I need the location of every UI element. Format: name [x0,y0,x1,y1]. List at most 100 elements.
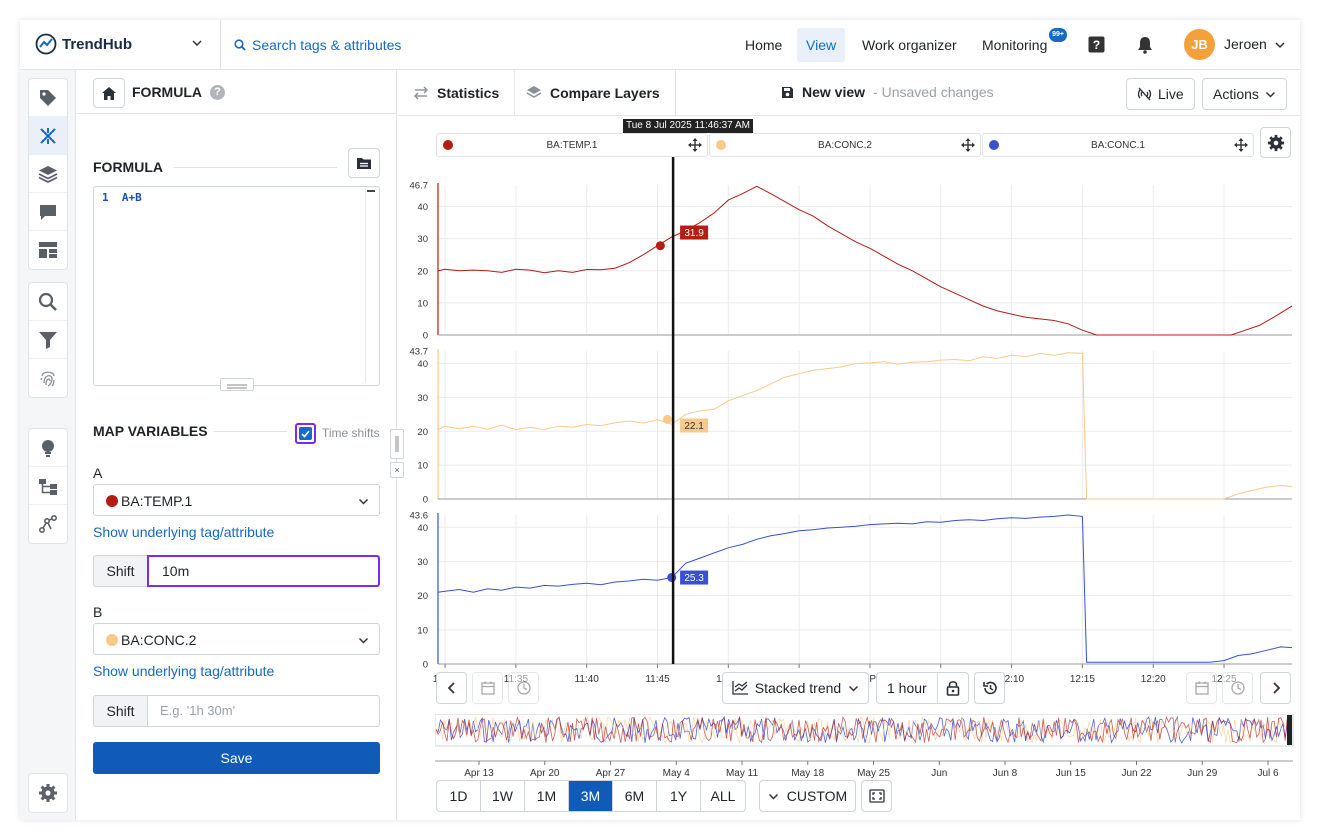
overview-tick-label: Jun 15 [1056,768,1086,779]
cursor-value-flag [680,225,709,240]
y-tick-label: 30 [417,393,428,404]
variable-a-link[interactable]: Show underlying tag/attribute [93,524,275,540]
monitoring-badge: 99+ [1049,28,1067,42]
range-1y[interactable]: 1Y [657,781,701,811]
compare-layers-tab[interactable]: Compare Layers [511,70,676,116]
formula-text: A+B [121,191,142,204]
view-name[interactable]: New view [802,84,866,100]
end-time-button[interactable] [1222,672,1253,704]
statistics-tab[interactable]: Statistics [398,70,516,116]
home-button[interactable] [93,78,125,108]
start-time-button[interactable] [508,672,539,704]
overview-tick-label: Jun 8 [993,768,1018,779]
end-date-button[interactable] [1186,672,1217,704]
start-date-button[interactable] [472,672,503,704]
move-icon[interactable] [961,138,975,152]
panel-collapse-handle[interactable] [390,429,404,459]
range-1m[interactable]: 1M [525,781,569,811]
avatar[interactable]: JB [1184,29,1215,60]
legend-item-conc1[interactable]: BA:CONC.1 [982,133,1254,157]
logo[interactable]: TrendHub [35,33,132,55]
legend-item-temp1[interactable]: BA:TEMP.1 [436,133,708,157]
series-color-dot [106,634,118,646]
range-1w[interactable]: 1W [481,781,525,811]
variable-b-link[interactable]: Show underlying tag/attribute [93,663,275,679]
nav-monitoring[interactable]: Monitoring [982,37,1048,53]
rail-insights[interactable] [29,429,67,467]
divider [174,167,337,168]
icon-rail [20,70,76,820]
timeline-overview[interactable]: Apr 13 Apr 20 Apr 27 May 4 May 11 May 18 May 2… [435,714,1295,782]
rail-tags[interactable] [29,79,67,117]
rail-formula[interactable] [29,117,67,155]
search-tags[interactable]: Search tags & attributes [234,37,401,53]
formula-editor[interactable]: 1 A+B [93,186,380,386]
y-tick-label: 10 [417,625,428,636]
move-icon[interactable] [688,138,702,152]
save-icon[interactable] [781,86,794,99]
rail-filter[interactable] [29,321,67,359]
y-tick-label: 0 [423,331,428,342]
range-6m[interactable]: 6M [613,781,657,811]
variable-b-select[interactable]: BA:CONC.2 [93,623,380,655]
rail-settings[interactable] [29,774,67,812]
lock-icon[interactable] [946,680,960,696]
nav-work-organizer[interactable]: Work organizer [862,37,957,53]
live-label: Live [1158,86,1184,102]
prev-button[interactable] [436,672,467,704]
shift-input[interactable]: E.g. '1h 30m' [147,695,380,727]
history-button[interactable] [974,672,1005,704]
layers-icon [526,86,542,98]
rail-hierarchy[interactable] [29,467,67,505]
formula-library-button[interactable] [348,148,380,178]
nav-view[interactable]: View [797,28,846,62]
home-icon [102,86,116,100]
bell-icon[interactable] [1137,36,1153,54]
check-icon [299,427,312,440]
help-icon[interactable]: ? [1088,36,1105,53]
fit-view-button[interactable] [861,780,892,812]
custom-range-button[interactable]: CUSTOM [759,780,856,812]
scroll-thumb[interactable] [367,190,375,192]
formula-panel: FORMULA ? FORMULA 1 A+B MAP VARIABLES Ti… [77,70,397,820]
close-panel-button[interactable]: × [390,462,404,478]
help-icon[interactable]: ? [210,85,225,100]
chart-settings-button[interactable] [1260,127,1291,158]
interval-field[interactable]: 1 hour [876,672,969,704]
formula-icon [40,127,56,144]
rail-graph[interactable] [29,505,67,543]
series-marker [667,573,677,583]
move-icon[interactable] [1234,138,1248,152]
svg-text:?: ? [1093,38,1100,52]
range-3m[interactable]: 3M [569,781,613,811]
trend-mode-select[interactable]: Stacked trend [722,672,869,704]
editor-resize-handle[interactable] [220,378,254,391]
section-formula-title: FORMULA [93,159,163,175]
live-button[interactable]: Live [1126,78,1195,110]
section-map-title: MAP VARIABLES [93,423,208,439]
legend-item-conc2[interactable]: BA:CONC.2 [709,133,981,157]
time-shifts-checkbox[interactable] [295,423,316,444]
rail-fingerprint[interactable] [29,359,67,397]
formula-panel-header: FORMULA ? [77,70,397,114]
editor-scrollbar[interactable] [365,189,377,383]
settings-icon [39,784,57,802]
rail-search[interactable] [29,283,67,321]
graph-icon [38,514,58,534]
variable-a-select[interactable]: BA:TEMP.1 [93,484,380,516]
actions-button[interactable]: Actions [1202,78,1287,110]
rail-layers[interactable] [29,155,67,193]
range-1d[interactable]: 1D [437,781,481,811]
chevron-down-icon[interactable] [1274,39,1286,51]
rail-dashboard[interactable] [29,231,67,269]
range-all[interactable]: ALL [710,788,736,804]
save-button[interactable]: Save [93,742,380,774]
rail-comments[interactable] [29,193,67,231]
chevron-down-icon[interactable] [191,37,203,49]
nav-home[interactable]: Home [745,37,783,53]
next-button[interactable] [1260,672,1291,704]
y-tick-label: 20 [417,427,428,438]
user-name[interactable]: Jeroen [1224,36,1267,52]
shift-input[interactable]: 10m [147,555,380,587]
